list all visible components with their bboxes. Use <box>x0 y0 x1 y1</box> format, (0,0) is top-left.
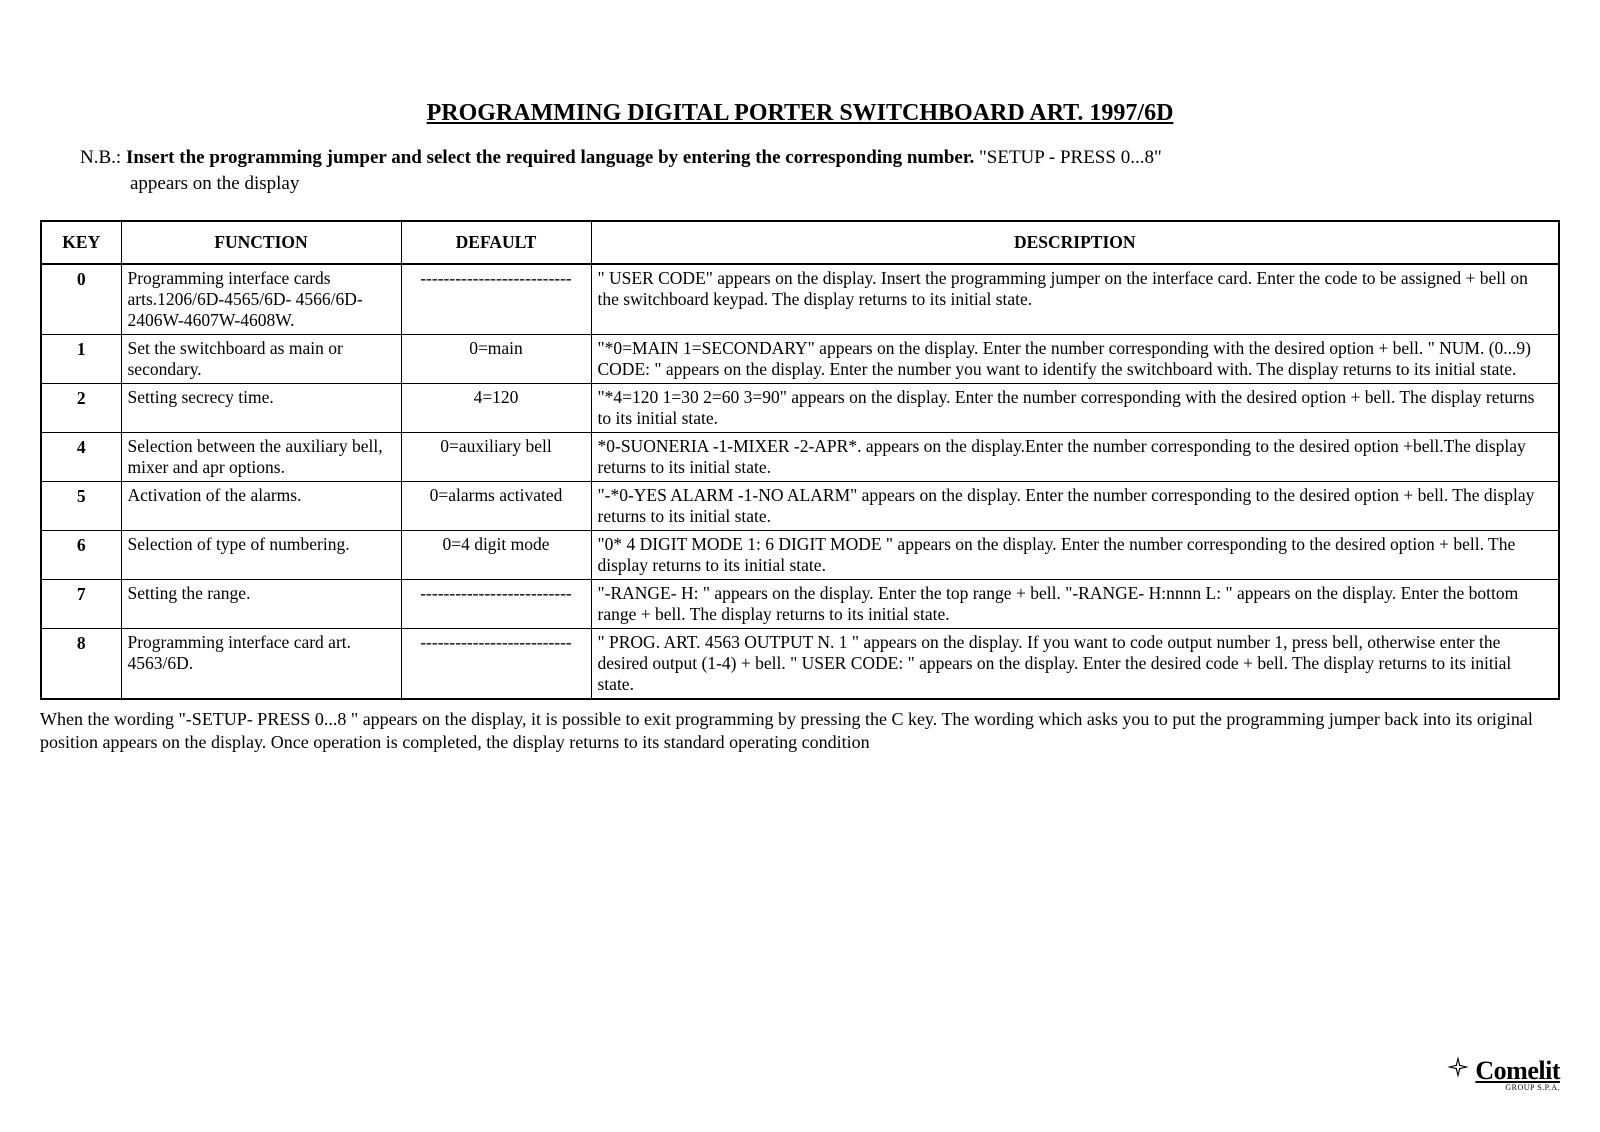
cell-key: 8 <box>41 629 121 700</box>
cell-function: Programming interface card art. 4563/6D. <box>121 629 401 700</box>
header-function: FUNCTION <box>121 221 401 264</box>
table-row: 8Programming interface card art. 4563/6D… <box>41 629 1559 700</box>
cell-key: 6 <box>41 531 121 580</box>
cell-function: Selection of type of numbering. <box>121 531 401 580</box>
cell-function: Activation of the alarms. <box>121 482 401 531</box>
table-header-row: KEY FUNCTION DEFAULT DESCRIPTION <box>41 221 1559 264</box>
cell-key: 0 <box>41 264 121 335</box>
cell-default: -------------------------- <box>401 580 591 629</box>
cell-key: 1 <box>41 335 121 384</box>
table-row: 1Set the switchboard as main or secondar… <box>41 335 1559 384</box>
nb-instruction-line1: N.B.: Insert the programming jumper and … <box>40 147 1560 169</box>
programming-table: KEY FUNCTION DEFAULT DESCRIPTION 0Progra… <box>40 220 1560 700</box>
header-description: DESCRIPTION <box>591 221 1559 264</box>
cell-function: Setting the range. <box>121 580 401 629</box>
nb-bold-text: Insert the programming jumper and select… <box>126 147 974 168</box>
cell-default: 4=120 <box>401 384 591 433</box>
cell-default: 0=auxiliary bell <box>401 433 591 482</box>
nb-prefix: N.B.: <box>80 147 126 168</box>
page-title: PROGRAMMING DIGITAL PORTER SWITCHBOARD A… <box>40 100 1560 127</box>
cell-default: 0=alarms activated <box>401 482 591 531</box>
logo-subtext: GROUP S.P.A. <box>1505 1083 1560 1092</box>
header-default: DEFAULT <box>401 221 591 264</box>
cell-description: " PROG. ART. 4563 OUTPUT N. 1 " appears … <box>591 629 1559 700</box>
logo-text: Comelit <box>1475 1056 1560 1086</box>
cell-function: Programming interface cards arts.1206/6D… <box>121 264 401 335</box>
cell-description: "-RANGE- H: " appears on the display. En… <box>591 580 1559 629</box>
footer-text: When the wording "-SETUP- PRESS 0...8 " … <box>40 708 1560 755</box>
cell-description: " USER CODE" appears on the display. Ins… <box>591 264 1559 335</box>
table-row: 2Setting secrecy time.4=120"*4=120 1=30 … <box>41 384 1559 433</box>
table-row: 5Activation of the alarms.0=alarms activ… <box>41 482 1559 531</box>
nb-suffix: "SETUP - PRESS 0...8" <box>974 147 1161 168</box>
cell-key: 7 <box>41 580 121 629</box>
cell-description: "*0=MAIN 1=SECONDARY" appears on the dis… <box>591 335 1559 384</box>
cell-default: -------------------------- <box>401 264 591 335</box>
table-row: 6Selection of type of numbering.0=4 digi… <box>41 531 1559 580</box>
cell-description: "-*0-YES ALARM -1-NO ALARM" appears on t… <box>591 482 1559 531</box>
cell-key: 4 <box>41 433 121 482</box>
table-row: 7Setting the range.---------------------… <box>41 580 1559 629</box>
table-row: 4Selection between the auxiliary bell, m… <box>41 433 1559 482</box>
cell-description: "0* 4 DIGIT MODE 1: 6 DIGIT MODE " appea… <box>591 531 1559 580</box>
logo-icon <box>1445 1054 1471 1087</box>
cell-default: 0=main <box>401 335 591 384</box>
cell-description: "*4=120 1=30 2=60 3=90" appears on the d… <box>591 384 1559 433</box>
cell-key: 2 <box>41 384 121 433</box>
cell-default: 0=4 digit mode <box>401 531 591 580</box>
cell-function: Set the switchboard as main or secondary… <box>121 335 401 384</box>
cell-default: -------------------------- <box>401 629 591 700</box>
header-key: KEY <box>41 221 121 264</box>
nb-instruction-line2: appears on the display <box>40 173 1560 195</box>
table-row: 0Programming interface cards arts.1206/6… <box>41 264 1559 335</box>
cell-function: Setting secrecy time. <box>121 384 401 433</box>
cell-function: Selection between the auxiliary bell, mi… <box>121 433 401 482</box>
logo-container: Comelit GROUP S.P.A. <box>1445 1054 1560 1092</box>
cell-description: *0-SUONERIA -1-MIXER -2-APR*. appears on… <box>591 433 1559 482</box>
cell-key: 5 <box>41 482 121 531</box>
